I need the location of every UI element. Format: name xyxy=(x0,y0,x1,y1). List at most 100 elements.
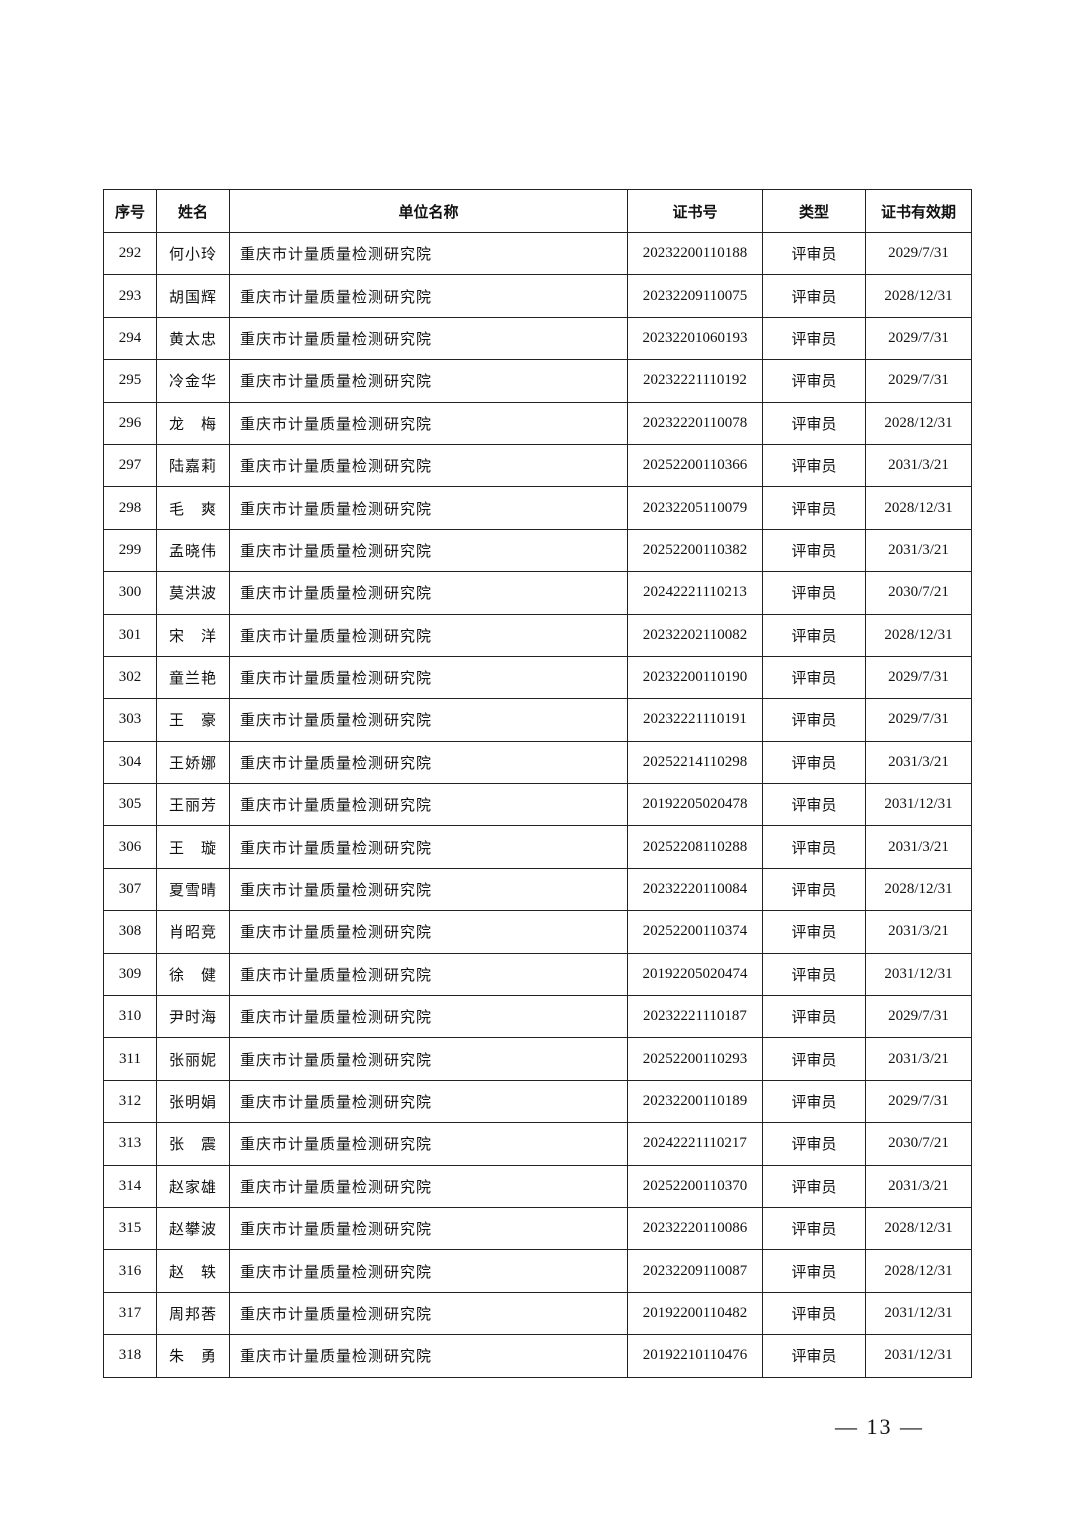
cell-certificate-no: 20192205020474 xyxy=(627,952,763,997)
cell-validity: 2028/12/31 xyxy=(865,274,972,318)
cell-type: 评审员 xyxy=(762,910,866,954)
table-header-row: 序号 姓名 单位名称 证书号 类型 证书有效期 xyxy=(103,189,972,233)
cell-validity: 2028/12/31 xyxy=(865,486,972,530)
cell-type: 评审员 xyxy=(762,316,866,361)
cell-index: 311 xyxy=(103,1037,157,1081)
cell-validity: 2031/3/21 xyxy=(865,443,972,488)
cell-certificate-no: 20232221110192 xyxy=(627,359,763,403)
cell-validity: 2031/3/21 xyxy=(865,740,972,785)
cell-validity: 2028/12/31 xyxy=(865,613,972,657)
cell-name: 龙 梅 xyxy=(156,401,230,445)
table-row: 300 莫洪波 重庆市计量质量检测研究院 20242221110213 评审员 2030/… xyxy=(103,571,972,615)
table-row: 292 何小玲 重庆市计量质量检测研究院 20232200110188 评审员 2029/… xyxy=(103,231,972,276)
cell-type: 评审员 xyxy=(762,1249,866,1293)
cell-index: 292 xyxy=(103,231,157,276)
cell-certificate-no: 20252200110382 xyxy=(627,528,763,573)
cell-index: 303 xyxy=(103,698,157,742)
cell-index: 314 xyxy=(103,1164,157,1208)
cell-index: 299 xyxy=(103,528,157,573)
cell-validity: 2030/7/21 xyxy=(865,1122,972,1166)
cell-type: 评审员 xyxy=(762,1206,866,1251)
cell-unit: 重庆市计量质量检测研究院 xyxy=(229,274,628,318)
cell-certificate-no: 20232220110078 xyxy=(627,401,763,445)
cell-index: 315 xyxy=(103,1206,157,1251)
cell-name: 张明娟 xyxy=(156,1079,230,1124)
table-row: 315 赵攀波 重庆市计量质量检测研究院 20232220110086 评审员 2028/… xyxy=(103,1206,972,1251)
cell-unit: 重庆市计量质量检测研究院 xyxy=(229,952,628,997)
cell-index: 302 xyxy=(103,655,157,700)
cell-unit: 重庆市计量质量检测研究院 xyxy=(229,1037,628,1081)
cell-type: 评审员 xyxy=(762,1037,866,1081)
cell-type: 评审员 xyxy=(762,783,866,827)
cell-index: 317 xyxy=(103,1291,157,1336)
cell-index: 312 xyxy=(103,1079,157,1124)
table-row: 309 徐 健重庆市计量质量检测研究院 20192205020474 评审员 2031/… xyxy=(103,952,972,997)
table-row: 294 黄太忠 重庆市计量质量检测研究院 20232201060193 评审员 2029/… xyxy=(103,316,972,361)
cell-unit: 重庆市计量质量检测研究院 xyxy=(229,783,628,827)
cell-name: 王丽芳 xyxy=(156,783,230,827)
cell-validity: 2029/7/31 xyxy=(865,316,972,361)
table-row: 301 宋 洋重庆市计量质量检测研究院 20232202110082 评审员 2028/… xyxy=(103,613,972,657)
cell-type: 评审员 xyxy=(762,1291,866,1336)
cell-name: 赵攀波 xyxy=(156,1206,230,1251)
cell-index: 310 xyxy=(103,995,157,1039)
cell-name: 毛 爽 xyxy=(156,486,230,530)
cell-type: 评审员 xyxy=(762,1122,866,1166)
cell-certificate-no: 20232200110190 xyxy=(627,655,763,700)
cell-validity: 2031/3/21 xyxy=(865,1037,972,1081)
header-col-type: 类型 xyxy=(762,189,866,233)
cell-certificate-no: 20252200110374 xyxy=(627,910,763,954)
cell-index: 308 xyxy=(103,910,157,954)
table-row: 302 童兰艳 重庆市计量质量检测研究院 20232200110190 评审员 2029/… xyxy=(103,655,972,700)
table-row: 306 王 璇重庆市计量质量检测研究院 20252208110288 评审员 2031/… xyxy=(103,825,972,869)
cell-unit: 重庆市计量质量检测研究院 xyxy=(229,443,628,488)
table-row: 308 肖昭竞 重庆市计量质量检测研究院 20252200110374 评审员 2031/… xyxy=(103,910,972,954)
cell-name: 徐 健 xyxy=(156,952,230,997)
cell-type: 评审员 xyxy=(762,825,866,869)
reviewer-table: 序号 姓名 单位名称 证书号 类型 证书有效期 292 何小玲 重庆市计量质量检测研究院 202… xyxy=(103,189,972,1378)
cell-name: 童兰艳 xyxy=(156,655,230,700)
cell-validity: 2031/12/31 xyxy=(865,783,972,827)
cell-name: 孟晓伟 xyxy=(156,528,230,573)
cell-type: 评审员 xyxy=(762,1164,866,1208)
cell-type: 评审员 xyxy=(762,867,866,912)
cell-name: 肖昭竞 xyxy=(156,910,230,954)
table-row: 310 尹时海 重庆市计量质量检测研究院 20232221110187 评审员 2029/… xyxy=(103,995,972,1039)
table-row: 314 赵家雄 重庆市计量质量检测研究院 20252200110370 评审员 2031/… xyxy=(103,1164,972,1208)
cell-validity: 2031/12/31 xyxy=(865,1291,972,1336)
cell-name: 夏雪晴 xyxy=(156,867,230,912)
table-row: 297 陆嘉莉 重庆市计量质量检测研究院 20252200110366 评审员 2031/… xyxy=(103,443,972,488)
table-row: 313 张 震重庆市计量质量检测研究院 20242221110217 评审员 2030/… xyxy=(103,1122,972,1166)
cell-unit: 重庆市计量质量检测研究院 xyxy=(229,825,628,869)
cell-name: 黄太忠 xyxy=(156,316,230,361)
cell-name: 王娇娜 xyxy=(156,740,230,785)
table-row: 299 孟晓伟 重庆市计量质量检测研究院 20252200110382 评审员 2031/… xyxy=(103,528,972,573)
page-number: — 13 — xyxy=(835,1414,924,1439)
cell-name: 张丽妮 xyxy=(156,1037,230,1081)
cell-unit: 重庆市计量质量检测研究院 xyxy=(229,1334,628,1378)
cell-validity: 2029/7/31 xyxy=(865,698,972,742)
cell-name: 周邦莕 xyxy=(156,1291,230,1336)
cell-validity: 2031/12/31 xyxy=(865,952,972,997)
table-row: 303 王 豪重庆市计量质量检测研究院 20232221110191 评审员 2029/… xyxy=(103,698,972,742)
cell-certificate-no: 20242221110217 xyxy=(627,1122,763,1166)
cell-index: 316 xyxy=(103,1249,157,1293)
cell-certificate-no: 20232220110086 xyxy=(627,1206,763,1251)
cell-index: 307 xyxy=(103,867,157,912)
header-col-unit: 单位名称 xyxy=(229,189,628,233)
cell-certificate-no: 20232220110084 xyxy=(627,867,763,912)
cell-type: 评审员 xyxy=(762,952,866,997)
cell-unit: 重庆市计量质量检测研究院 xyxy=(229,1249,628,1293)
cell-type: 评审员 xyxy=(762,655,866,700)
cell-index: 300 xyxy=(103,571,157,615)
cell-unit: 重庆市计量质量检测研究院 xyxy=(229,486,628,530)
header-col-index: 序号 xyxy=(103,189,157,233)
cell-unit: 重庆市计量质量检测研究院 xyxy=(229,1206,628,1251)
cell-certificate-no: 20192210110476 xyxy=(627,1334,763,1378)
cell-type: 评审员 xyxy=(762,698,866,742)
cell-certificate-no: 20232209110075 xyxy=(627,274,763,318)
table-row: 311 张丽妮 重庆市计量质量检测研究院 20252200110293 评审员 2031/… xyxy=(103,1037,972,1081)
cell-unit: 重庆市计量质量检测研究院 xyxy=(229,867,628,912)
cell-name: 王 豪 xyxy=(156,698,230,742)
table-row: 295 冷金华 重庆市计量质量检测研究院 20232221110192 评审员 2029/… xyxy=(103,359,972,403)
